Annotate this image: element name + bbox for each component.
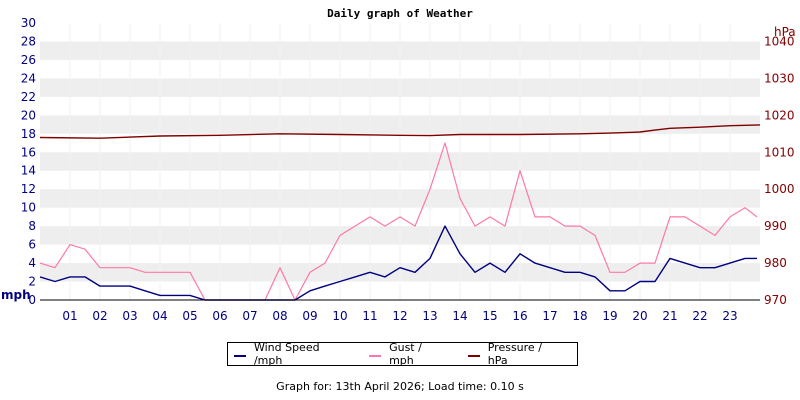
legend-label-pressure: Pressure / hPa — [487, 341, 542, 367]
left-tick-label: 2 — [28, 275, 36, 289]
gust-line — [39, 142, 758, 301]
x-tick-label: 08 — [272, 309, 287, 323]
x-tick-label: 01 — [62, 309, 77, 323]
left-tick-label: 28 — [21, 34, 36, 48]
left-tick-label: 24 — [21, 71, 36, 85]
x-tick-label: 20 — [632, 309, 647, 323]
pressure-swatch — [467, 354, 480, 357]
right-tick-label: 1020 — [764, 108, 795, 122]
x-tick-label: 17 — [542, 309, 557, 323]
left-axis-unit: mph — [1, 288, 31, 302]
x-tick-label: 11 — [362, 309, 377, 323]
left-tick-label: 12 — [21, 182, 36, 196]
right-axis-ticks: 970 980 990 1000 1010 1020 1030 1040 — [764, 34, 795, 307]
x-tick-label: 23 — [722, 309, 737, 323]
legend-label-gust: Gust / mph — [389, 341, 422, 367]
left-tick-label: 0 — [28, 293, 36, 307]
x-tick-label: 16 — [512, 309, 527, 323]
right-tick-label: 1040 — [764, 34, 795, 48]
legend-label-wind: Wind Speed /mph — [253, 341, 320, 367]
x-tick-label: 06 — [212, 309, 227, 323]
left-tick-label: 14 — [21, 164, 36, 178]
left-tick-label: 16 — [21, 145, 36, 159]
legend-item-pressure: Pressure / hPa — [467, 341, 565, 367]
x-tick-label: 04 — [152, 309, 167, 323]
x-tick-label: 02 — [92, 309, 107, 323]
left-tick-label: 6 — [28, 238, 36, 252]
x-tick-label: 18 — [572, 309, 587, 323]
x-tick-label: 19 — [602, 309, 617, 323]
x-tick-label: 22 — [692, 309, 707, 323]
legend-item-gust: Gust / mph — [369, 341, 450, 367]
right-tick-label: 990 — [764, 219, 787, 233]
right-tick-label: 1030 — [764, 71, 795, 85]
series-layer — [39, 124, 761, 301]
x-tick-label: 03 — [122, 309, 137, 323]
left-tick-label: 22 — [21, 90, 36, 104]
right-tick-label: 1000 — [764, 182, 795, 196]
x-tick-label: 10 — [332, 309, 347, 323]
x-tick-label: 09 — [302, 309, 317, 323]
x-tick-label: 21 — [662, 309, 677, 323]
x-axis-ticks: 01 02 03 04 05 06 07 08 09 10 11 12 13 14 15 16 17 18 19 20… — [62, 309, 737, 323]
left-tick-label: 30 — [21, 16, 36, 30]
right-axis-unit: hPa — [774, 25, 796, 39]
left-tick-label: 26 — [21, 53, 36, 67]
footer-text: Graph for: 13th April 2026; Load time: 0… — [276, 380, 524, 393]
left-tick-label: 4 — [28, 256, 36, 270]
wind-swatch — [234, 354, 246, 357]
right-tick-label: 1010 — [764, 145, 795, 159]
right-tick-label: 970 — [764, 293, 787, 307]
chart-legend: Wind Speed /mph Gust / mph Pressure / hP… — [227, 341, 578, 367]
right-tick-label: 980 — [764, 256, 787, 270]
x-tick-label: 13 — [422, 309, 437, 323]
left-tick-label: 18 — [21, 127, 36, 141]
x-tick-label: 15 — [482, 309, 497, 323]
chart-title: Daily graph of Weather — [327, 7, 473, 20]
x-tick-label: 07 — [242, 309, 257, 323]
left-tick-label: 10 — [21, 201, 36, 215]
left-tick-label: 20 — [21, 108, 36, 122]
legend-item-wind: Wind Speed /mph — [234, 341, 351, 367]
pressure-line — [39, 124, 761, 139]
left-tick-label: 8 — [28, 219, 36, 233]
wind-speed-line — [39, 225, 757, 301]
x-tick-label: 14 — [452, 309, 467, 323]
gust-swatch — [369, 354, 382, 357]
x-gridlines — [69, 23, 731, 300]
x-tick-label: 12 — [392, 309, 407, 323]
x-tick-label: 05 — [182, 309, 197, 323]
